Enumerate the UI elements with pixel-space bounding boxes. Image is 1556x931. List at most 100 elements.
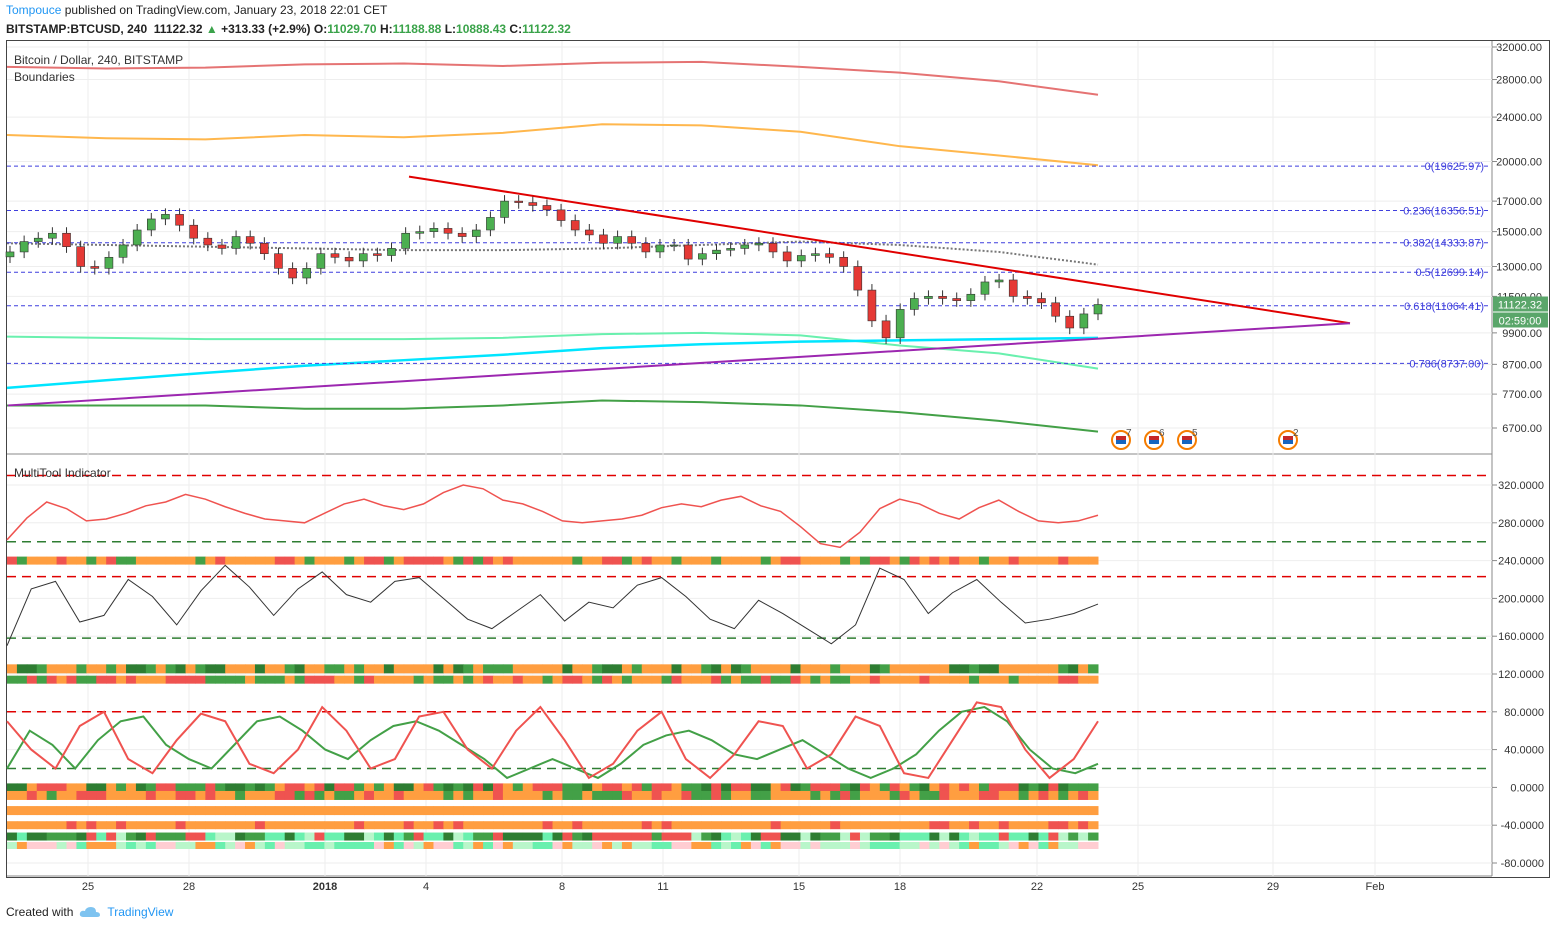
- heat-strip: [602, 841, 613, 849]
- heat-strip: [175, 783, 187, 793]
- heat-strip: [492, 664, 504, 674]
- heat-strip: [621, 832, 633, 841]
- heat-strip: [502, 556, 514, 565]
- heat-strip: [284, 790, 296, 800]
- heat-strip: [254, 821, 266, 830]
- candle-body: [627, 236, 637, 244]
- heat-strip: [1038, 790, 1049, 800]
- heat-strip: [850, 821, 861, 830]
- heat-strip: [859, 806, 871, 816]
- open-value: 11029.70: [327, 22, 377, 36]
- heat-strip: [403, 806, 415, 816]
- heat-strip: [532, 832, 544, 841]
- heat-strip: [483, 783, 494, 793]
- heat-strip: [264, 675, 276, 684]
- candle-body: [556, 209, 566, 221]
- heat-strip: [26, 664, 38, 674]
- heat-strip: [998, 832, 1010, 841]
- heat-strip: [433, 783, 444, 793]
- heat-strip: [760, 790, 772, 800]
- heat-strip: [840, 832, 851, 841]
- heat-strip: [364, 783, 375, 793]
- heat-strip: [304, 841, 315, 849]
- heat-strip: [1028, 790, 1039, 800]
- candle-body: [33, 237, 43, 242]
- heat-strip: [46, 556, 58, 565]
- heat-strip: [532, 841, 544, 849]
- heat-strip: [1008, 832, 1020, 841]
- us-flag-stripe: [1283, 436, 1293, 440]
- heat-strip: [36, 783, 48, 793]
- heat-strip: [790, 675, 801, 684]
- heat-strip: [344, 675, 355, 684]
- heat-strip: [245, 790, 256, 800]
- heat-strip: [969, 664, 980, 674]
- close-label: C:: [509, 22, 523, 36]
- heat-strip: [929, 675, 940, 684]
- heat-strip: [364, 675, 375, 684]
- heat-strip: [453, 832, 464, 841]
- candle-body: [429, 228, 439, 232]
- heat-strip: [235, 841, 246, 849]
- heat-strip: [949, 841, 960, 849]
- indicator-pane-title: MultiTool Indicator: [14, 466, 111, 480]
- heat-strip: [215, 783, 226, 793]
- heat-strip: [96, 675, 107, 684]
- footer: Created with TradingView: [6, 905, 173, 919]
- heat-strip: [582, 783, 593, 793]
- heat-strip: [691, 832, 702, 841]
- heat-strip: [998, 790, 1010, 800]
- heat-strip: [86, 821, 97, 830]
- heat-strip: [969, 832, 980, 841]
- heat-strip: [215, 556, 226, 565]
- tradingview-link[interactable]: TradingView: [107, 905, 174, 919]
- heat-strip: [830, 783, 841, 793]
- heat-strip: [542, 556, 553, 565]
- heat-strip: [919, 783, 930, 793]
- heat-strip: [919, 790, 930, 800]
- heat-strip: [195, 675, 206, 684]
- heat-strip: [721, 783, 732, 793]
- heat-strip: [859, 790, 871, 800]
- heat-strip: [502, 806, 514, 816]
- heat-strip: [1018, 783, 1030, 793]
- heat-strip: [492, 841, 504, 849]
- y-tick-label: 7700.00: [1502, 389, 1542, 401]
- heat-strip: [294, 841, 306, 849]
- indicator-red-oscillator-line: [6, 484, 1099, 549]
- ind-tick-label: 160.0000: [1498, 631, 1544, 643]
- heat-strip: [235, 806, 246, 816]
- heat-strip: [215, 841, 226, 849]
- heat-strip: [899, 783, 911, 793]
- heat-strip: [691, 821, 702, 830]
- heat-strip: [1008, 806, 1020, 816]
- heat-strip: [740, 664, 752, 674]
- candle-body: [330, 253, 340, 258]
- heat-strip: [185, 841, 196, 849]
- heat-strip: [7, 806, 18, 816]
- heat-strip: [532, 790, 544, 800]
- heat-strip: [453, 675, 464, 684]
- heat-strip: [264, 790, 276, 800]
- heat-strip: [919, 664, 930, 674]
- heat-strip: [879, 675, 891, 684]
- fib-level-label: 0(19625.97): [1425, 161, 1484, 173]
- heat-strip: [264, 821, 276, 830]
- heat-strip: [126, 832, 137, 841]
- heat-strip: [800, 664, 811, 674]
- heat-strip: [740, 790, 752, 800]
- candle-body: [1023, 296, 1032, 299]
- heat-strip: [245, 664, 256, 674]
- author-link[interactable]: Tompouce: [6, 3, 62, 17]
- heat-strip: [324, 832, 335, 841]
- heat-strip: [1048, 821, 1059, 830]
- heat-strip: [373, 821, 385, 830]
- heat-strip: [512, 832, 524, 841]
- heat-strip: [86, 806, 97, 816]
- heat-strip: [631, 556, 643, 565]
- candle-body: [48, 232, 57, 239]
- heat-strip: [16, 790, 28, 800]
- heat-strip: [304, 783, 315, 793]
- heat-strip: [492, 806, 504, 816]
